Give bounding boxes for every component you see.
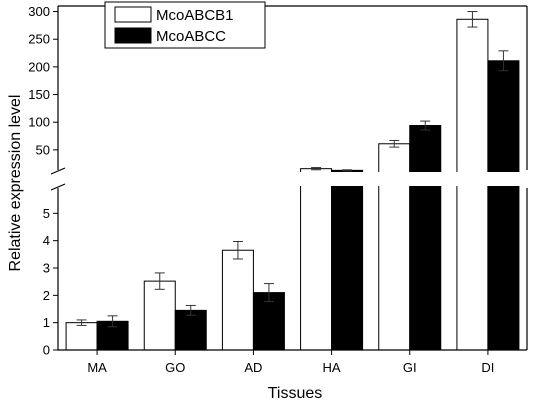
bar-di-series-2 <box>487 60 520 351</box>
y-tick-label-2: 2 <box>43 288 50 303</box>
y-tick-label-200: 200 <box>28 59 50 74</box>
bar-go-series-2 <box>174 309 207 351</box>
y-tick-label-300: 300 <box>28 4 50 19</box>
y-tick-label-100: 100 <box>28 115 50 130</box>
y-tick-label-4: 4 <box>43 233 50 248</box>
legend-swatch-series-2 <box>114 27 152 44</box>
y-axis-break-mark-upper <box>50 167 66 175</box>
axes-layer <box>50 5 528 355</box>
y-tick-label-3: 3 <box>43 261 50 276</box>
x-tick-label-gi: GI <box>403 360 417 375</box>
axis-break-gap <box>59 172 526 186</box>
x-tick-label-di: DI <box>481 360 494 375</box>
bar-gi-series-2 <box>409 125 442 351</box>
error-bars-layer <box>76 11 509 328</box>
y-tick-label-50: 50 <box>36 142 50 157</box>
bar-ad-series-1 <box>221 249 254 351</box>
x-tick-label-ha: HA <box>323 360 341 375</box>
tick-labels-layer: MA GO AD HA GI DI 0 1 2 3 4 5 50 100 150 200 250 300 <box>28 4 494 375</box>
y-tick-label-150: 150 <box>28 87 50 102</box>
legend-label-series-1: McoABCB1 <box>156 7 234 24</box>
bar-ma-series-1 <box>65 322 98 351</box>
bar-go-series-1 <box>143 280 176 351</box>
y-tick-label-0: 0 <box>43 343 50 358</box>
x-tick-label-ma: MA <box>87 360 107 375</box>
y-tick-label-5: 5 <box>43 206 50 221</box>
legend: McoABCB1 McoABCC <box>104 1 266 49</box>
bar-ad-series-2 <box>252 292 285 351</box>
legend-swatch-series-1 <box>114 6 152 23</box>
bar-ha-series-1 <box>300 168 333 351</box>
y-axis-title: Relative expression level <box>7 95 24 272</box>
bar-ha-series-2 <box>331 169 364 351</box>
legend-label-series-2: McoABCC <box>156 28 226 45</box>
y-tick-label-250: 250 <box>28 32 50 47</box>
y-tick-label-1: 1 <box>43 315 50 330</box>
x-tick-label-ad: AD <box>244 360 262 375</box>
x-axis-title: Tissues <box>268 385 323 402</box>
y-axis-break-mark-lower <box>50 183 66 191</box>
x-tick-label-go: GO <box>165 360 185 375</box>
